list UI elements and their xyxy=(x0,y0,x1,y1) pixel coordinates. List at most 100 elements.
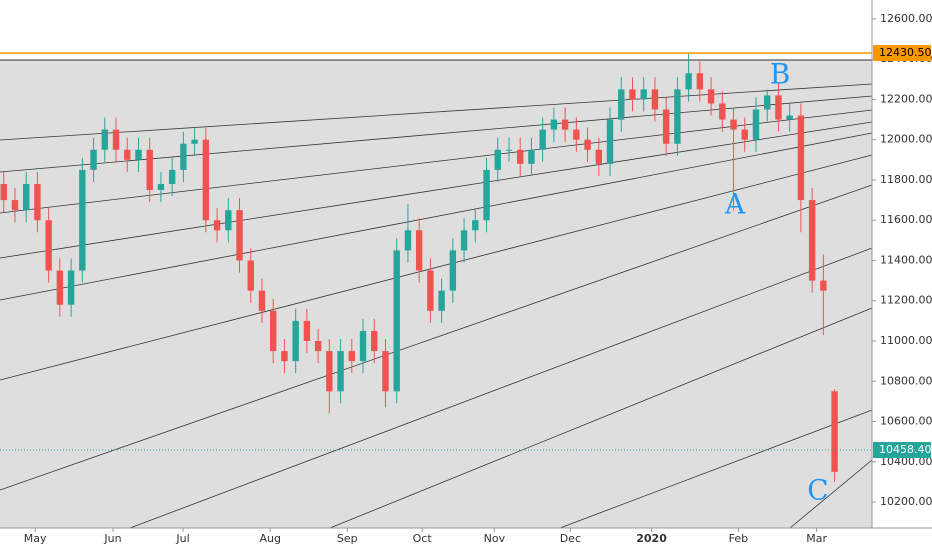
fan-line xyxy=(0,132,873,301)
x-tick-label: Sep xyxy=(337,532,358,545)
fan-line xyxy=(129,247,873,529)
candle-body xyxy=(247,260,254,291)
x-tick-label: 2020 xyxy=(636,532,667,545)
candle-body xyxy=(651,89,659,110)
candle-body xyxy=(202,139,210,221)
y-tick-label: 11800.00 xyxy=(880,173,932,186)
gann-fan xyxy=(0,83,873,529)
y-tick-label: 12600.00 xyxy=(880,12,932,25)
price-label-box xyxy=(873,45,931,62)
candle-body xyxy=(213,220,221,231)
candle-body xyxy=(808,200,816,281)
fan-line xyxy=(0,109,873,214)
fan-line xyxy=(559,409,873,529)
shaded-region xyxy=(0,60,872,528)
candle-body xyxy=(449,250,457,291)
x-tick-label: Nov xyxy=(484,532,506,545)
candle-body xyxy=(45,220,52,271)
fan-line xyxy=(0,154,873,381)
candle-body xyxy=(505,149,513,151)
candle-body xyxy=(528,149,535,164)
candle-body xyxy=(618,89,625,120)
x-tick-label: May xyxy=(24,532,47,545)
candle-body xyxy=(460,230,468,251)
candle-body xyxy=(696,73,704,90)
price-label: 10458.40 xyxy=(879,443,932,456)
candle-body xyxy=(764,95,771,110)
candle-body xyxy=(831,391,838,472)
candle-body xyxy=(539,129,546,150)
candle-body xyxy=(517,149,524,164)
y-tick-label: 10800.00 xyxy=(880,374,932,387)
candle-body xyxy=(427,270,434,311)
x-tick-label: Feb xyxy=(729,532,748,545)
x-tick-label: Dec xyxy=(560,532,581,545)
candle-body xyxy=(101,129,108,150)
candle-body xyxy=(0,183,7,201)
candle-body xyxy=(348,351,355,362)
candle-body xyxy=(11,200,19,211)
candle-body xyxy=(640,89,647,100)
candle-body xyxy=(67,270,75,305)
candle-body xyxy=(236,210,243,261)
candle-body xyxy=(472,220,479,231)
candle-body xyxy=(337,351,344,392)
candle-body xyxy=(674,89,681,144)
candle-body xyxy=(775,95,782,120)
candle-body xyxy=(303,320,311,341)
fan-line xyxy=(0,121,873,259)
candle-body xyxy=(314,340,322,352)
candle-body xyxy=(573,129,580,140)
candle-body xyxy=(168,169,176,184)
candle-body xyxy=(270,310,277,352)
candle-body xyxy=(146,149,153,191)
fan-line xyxy=(0,95,873,173)
candle-body xyxy=(786,115,793,120)
candle-body xyxy=(707,89,715,104)
annotation: C xyxy=(807,474,828,507)
candle-body xyxy=(225,210,232,231)
x-tick-label: Jul xyxy=(175,532,189,545)
candle-body xyxy=(662,109,670,144)
candle-body xyxy=(561,119,569,130)
price-label-box xyxy=(873,442,931,459)
candle-body xyxy=(359,330,367,362)
annotation: A xyxy=(724,188,746,221)
candle-body xyxy=(494,149,501,170)
fan-line xyxy=(0,83,873,141)
candles xyxy=(0,53,838,482)
candle-body xyxy=(730,119,737,130)
candle-body xyxy=(292,320,299,362)
y-tick-label: 12000.00 xyxy=(880,133,932,146)
candle-body xyxy=(124,149,131,160)
y-tick-label: 10400.00 xyxy=(880,455,932,468)
candle-body xyxy=(415,230,423,271)
candle-body xyxy=(741,129,748,140)
candle-body xyxy=(180,143,187,170)
candle-body xyxy=(550,119,558,130)
y-tick-label: 10600.00 xyxy=(880,415,932,428)
candle-body xyxy=(584,139,591,150)
candle-body xyxy=(326,351,333,392)
candle-body xyxy=(606,119,614,164)
candle-body xyxy=(483,169,490,221)
candle-body xyxy=(629,89,636,100)
y-tick-label: 11200.00 xyxy=(880,294,932,307)
x-tick-label: Aug xyxy=(259,532,280,545)
candle-body xyxy=(23,183,30,211)
candle-body xyxy=(135,149,142,160)
candle-body xyxy=(685,73,692,90)
fan-line xyxy=(0,184,873,491)
candle-body xyxy=(191,139,198,144)
candle-body xyxy=(797,115,805,201)
candle-body xyxy=(112,129,120,150)
fan-line xyxy=(789,459,873,529)
y-tick-label: 12200.00 xyxy=(880,92,932,105)
fan-line xyxy=(329,307,873,529)
candle-body xyxy=(90,149,97,170)
candle-body xyxy=(595,149,602,164)
y-tick-label: 10200.00 xyxy=(880,495,932,508)
candle-body xyxy=(79,169,86,271)
